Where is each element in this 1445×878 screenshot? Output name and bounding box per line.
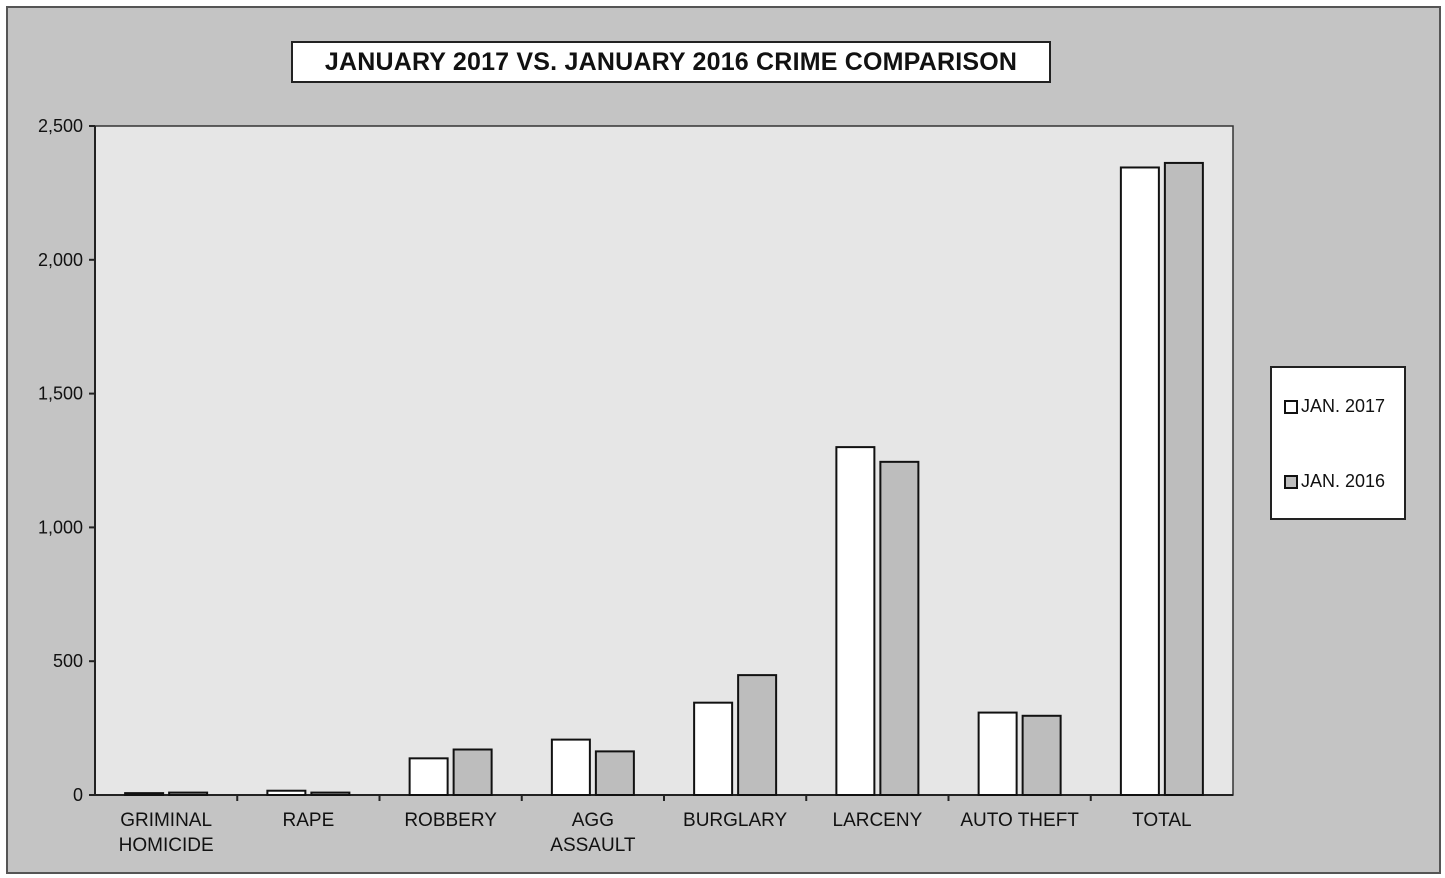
bar-jan-2016 xyxy=(1163,161,1204,797)
x-tick-label: BURGLARY xyxy=(683,810,788,831)
legend-item-jan-2017: JAN. 2017 xyxy=(1284,396,1385,417)
legend: JAN. 2017 JAN. 2016 xyxy=(1270,366,1406,520)
y-tick-label: 500 xyxy=(53,651,83,671)
legend-swatch-jan-2017 xyxy=(1284,399,1298,414)
y-tick-label: 2,500 xyxy=(38,116,83,136)
bar-jan-2017 xyxy=(1119,166,1160,796)
bar-jan-2016 xyxy=(737,674,778,796)
x-tick-label: RAPE xyxy=(283,810,335,831)
y-tick-label: 1,000 xyxy=(38,517,83,537)
x-tick-label: GRIMINAL xyxy=(120,810,212,831)
legend-label-jan-2016: JAN. 2016 xyxy=(1301,471,1386,491)
bar-jan-2017 xyxy=(977,711,1018,797)
bar-jan-2016 xyxy=(452,748,493,796)
bar-jan-2017 xyxy=(835,446,876,796)
legend-label-jan-2017: JAN. 2017 xyxy=(1301,396,1386,416)
bar-jan-2017 xyxy=(550,738,591,797)
chart-title: JANUARY 2017 VS. JANUARY 2016 CRIME COMP… xyxy=(291,41,1051,83)
x-tick-label: ROBBERY xyxy=(404,810,497,831)
x-tick-label: LARCENY xyxy=(833,810,923,831)
y-tick-label: 0 xyxy=(73,785,83,805)
bar-jan-2017 xyxy=(124,792,165,796)
bar-jan-2017 xyxy=(408,757,449,797)
legend-swatch-jan-2016 xyxy=(1284,474,1298,489)
bar-jan-2016 xyxy=(1021,714,1062,797)
plot-area xyxy=(94,125,1234,796)
y-tick-label: 2,000 xyxy=(38,250,83,270)
bar-jan-2016 xyxy=(594,750,635,797)
x-tick-label: ASSAULT xyxy=(550,835,636,856)
bar-jan-2016 xyxy=(168,791,209,797)
x-tick-label: AUTO THEFT xyxy=(960,810,1079,831)
bar-jan-2017 xyxy=(266,789,307,796)
y-tick-label: 1,500 xyxy=(38,384,83,404)
bar-jan-2017 xyxy=(693,701,734,796)
x-tick-label: HOMICIDE xyxy=(119,835,214,856)
bar-jan-2016 xyxy=(879,460,920,796)
x-tick-label: AGG xyxy=(572,810,614,831)
bar-jan-2016 xyxy=(310,791,351,797)
legend-item-jan-2016: JAN. 2016 xyxy=(1284,471,1385,492)
x-tick-label: TOTAL xyxy=(1132,810,1191,831)
